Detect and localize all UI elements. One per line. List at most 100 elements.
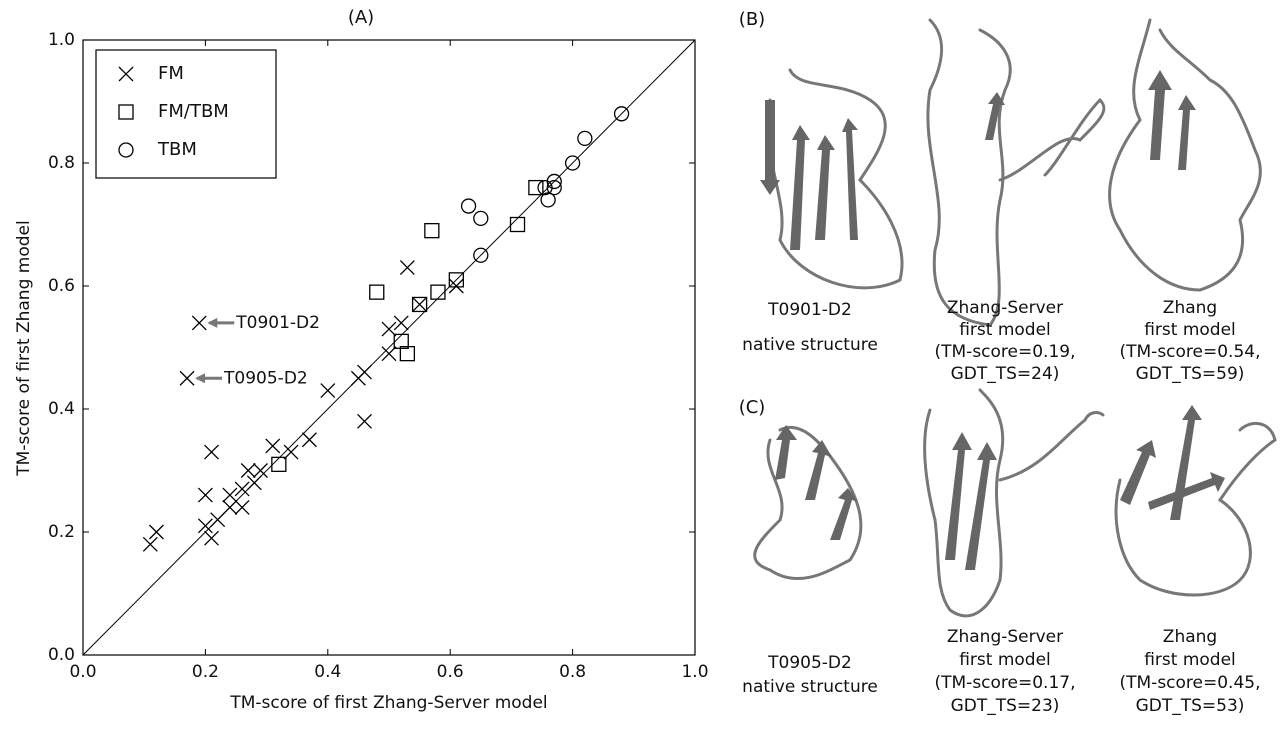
x-marker: [179, 370, 195, 386]
square-marker: [528, 179, 544, 196]
legend-label: FM/TBM: [158, 101, 229, 122]
annotation-label: T0901-D2: [235, 313, 320, 333]
x-marker: [320, 383, 336, 399]
panel-caption: Zhang: [1163, 298, 1217, 318]
legend-label: FM: [158, 63, 184, 84]
panel-caption: T0905-D2: [767, 653, 852, 673]
annotation-label: T0905-D2: [223, 368, 308, 388]
panel-caption: T0901-D2: [767, 300, 852, 320]
x-marker: [234, 481, 250, 497]
x-marker: [357, 413, 372, 429]
circle-marker: [564, 155, 581, 171]
y-tick-label: 0.6: [48, 276, 75, 296]
x-marker: [357, 364, 372, 380]
y-tick-label: 0.4: [48, 399, 75, 419]
diagonal-line: [82, 39, 696, 656]
x-marker: [222, 487, 238, 503]
x-marker: [197, 518, 213, 534]
x-marker: [191, 315, 207, 331]
y-tick-label: 0.8: [48, 153, 75, 173]
structure-c3: [1114, 405, 1277, 597]
circle-marker: [473, 247, 489, 263]
structure-images: [753, 18, 1277, 618]
x-marker: [240, 463, 256, 478]
x-marker: [148, 524, 164, 540]
x-marker: [118, 66, 134, 82]
panel-caption: first model: [959, 320, 1051, 340]
x-marker: [204, 530, 219, 546]
y-tick-label: 0.0: [48, 645, 75, 665]
panel-caption: (TM-score=0.45,: [1120, 673, 1261, 693]
square-marker: [399, 345, 416, 362]
panel-caption: GDT_TS=53): [1136, 696, 1245, 716]
x-marker: [222, 499, 238, 515]
panel-caption: first model: [1144, 320, 1236, 340]
square-marker: [509, 216, 526, 233]
square-marker: [271, 456, 287, 473]
x-marker: [301, 432, 317, 448]
structure-b1: [760, 68, 904, 290]
square-marker: [369, 284, 385, 300]
circle-marker: [613, 106, 630, 122]
panel-caption: first model: [959, 650, 1051, 670]
y-axis-label: TM-score of first Zhang model: [14, 220, 34, 476]
panel-caption: GDT_TS=59): [1136, 364, 1245, 384]
x-marker: [210, 512, 226, 528]
annotation-arrowhead: [207, 317, 218, 328]
square-marker: [393, 333, 409, 350]
circle-marker: [540, 192, 556, 208]
x-marker: [197, 487, 213, 503]
panel-caption: GDT_TS=24): [951, 364, 1060, 384]
circle-marker: [546, 179, 562, 196]
x-marker: [265, 438, 281, 454]
legend-label: TBM: [157, 139, 197, 160]
circle-marker: [460, 198, 477, 214]
panel-caption: GDT_TS=23): [951, 696, 1060, 716]
panel-caption: Zhang-Server: [947, 298, 1063, 318]
x-tick-label: 0.8: [559, 662, 586, 682]
x-tick-label: 0.4: [314, 662, 341, 682]
square-marker: [424, 222, 440, 239]
x-tick-label: 0.2: [192, 662, 219, 682]
x-marker: [234, 499, 250, 515]
x-axis-label: TM-score of first Zhang-Server model: [229, 693, 547, 713]
structure-c2: [923, 388, 1105, 618]
y-tick-label: 1.0: [48, 30, 75, 50]
x-marker: [253, 463, 268, 478]
panel-caption: (TM-score=0.54,: [1120, 342, 1261, 362]
circle-marker: [118, 142, 134, 158]
x-tick-label: 0.0: [69, 662, 96, 682]
plot-frame: [82, 39, 696, 656]
panel-caption: first model: [1144, 650, 1236, 670]
circle-marker: [473, 210, 489, 227]
x-marker: [142, 536, 158, 552]
x-marker: [393, 315, 409, 331]
x-marker: [412, 296, 428, 312]
circle-marker: [546, 173, 562, 190]
square-marker: [411, 296, 428, 313]
y-tick-label: 0.2: [48, 522, 75, 542]
structure-b2: [926, 18, 1106, 327]
panel-caption: (TM-score=0.17,: [935, 673, 1076, 693]
square-marker: [118, 104, 134, 120]
x-marker: [246, 475, 262, 491]
x-tick-label: 1.0: [681, 662, 708, 682]
panel-caption: Zhang: [1163, 627, 1217, 647]
structure-c1: [753, 425, 863, 581]
panel-label: (B): [739, 9, 765, 30]
x-marker: [448, 278, 464, 294]
panel-caption: Zhang-Server: [947, 627, 1063, 647]
x-marker: [399, 260, 415, 276]
square-marker: [430, 284, 446, 300]
panel-caption: native structure: [742, 335, 878, 355]
circle-marker: [577, 130, 593, 147]
panel-caption: native structure: [742, 677, 878, 697]
x-marker: [204, 444, 219, 460]
structure-b3: [1108, 18, 1262, 292]
chart-title: (A): [348, 7, 374, 28]
panel-label: (C): [739, 397, 766, 418]
square-marker: [448, 272, 464, 288]
x-tick-label: 0.6: [437, 662, 464, 682]
annotation-arrowhead: [195, 373, 206, 384]
